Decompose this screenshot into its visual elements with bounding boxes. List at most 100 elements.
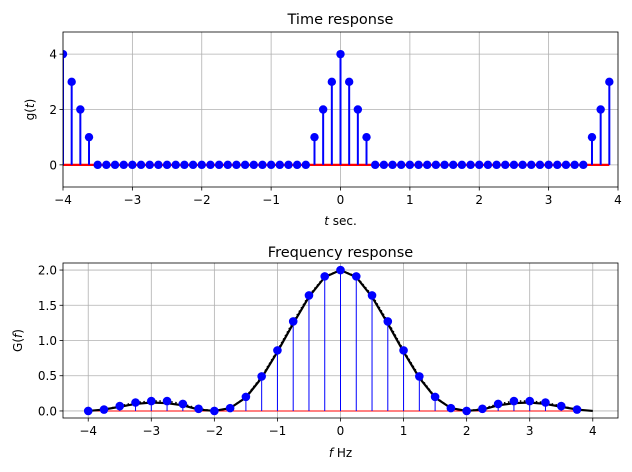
time-stem-marker bbox=[362, 132, 371, 142]
y-axis-label: G(f) bbox=[11, 329, 25, 352]
freq-stem-marker bbox=[131, 398, 140, 407]
x-tick-label: 4 bbox=[589, 424, 597, 438]
time-stem-marker bbox=[605, 77, 614, 87]
freq-stem-marker bbox=[336, 265, 345, 275]
time-stem-marker bbox=[232, 160, 241, 170]
y-tick-label: 0 bbox=[49, 158, 57, 172]
x-tick-label: −4 bbox=[79, 424, 97, 438]
time-stem-marker bbox=[449, 160, 458, 170]
time-stem-marker bbox=[301, 160, 311, 170]
time-stem-marker bbox=[483, 160, 493, 170]
time-stem-marker bbox=[501, 160, 510, 170]
x-tick-label: 3 bbox=[545, 193, 553, 207]
axis-label-variable: f bbox=[11, 332, 25, 338]
time-stem-marker bbox=[353, 105, 363, 114]
time-stem-marker bbox=[128, 160, 137, 170]
axis-label-text: Hz bbox=[333, 446, 352, 460]
axis-label-text: ) bbox=[23, 99, 37, 104]
time-stem-marker bbox=[475, 160, 484, 170]
sampled-spectrum-dotted-curve bbox=[88, 269, 578, 412]
time-stem-marker bbox=[440, 160, 449, 170]
time-stem-marker bbox=[266, 160, 276, 170]
freq-stem-marker bbox=[257, 372, 266, 381]
time-stem-marker bbox=[162, 160, 172, 170]
y-tick-label: 0.5 bbox=[38, 369, 57, 383]
time-stem-marker bbox=[84, 132, 94, 142]
freq-stem-marker bbox=[493, 399, 503, 409]
time-stem-marker bbox=[561, 160, 571, 170]
time-stem-marker bbox=[119, 160, 128, 170]
plot-area bbox=[83, 265, 593, 416]
x-tick-label: −1 bbox=[269, 424, 287, 438]
x-tick-label: 3 bbox=[526, 424, 534, 438]
time-stem-marker bbox=[397, 160, 406, 170]
time-stem-marker bbox=[492, 160, 501, 170]
freq-stem-marker bbox=[367, 291, 377, 300]
freq-stem-marker bbox=[83, 406, 93, 416]
y-tick-label: 0.0 bbox=[38, 404, 57, 418]
freq-stem-marker bbox=[99, 405, 109, 414]
time-stem-marker bbox=[206, 160, 215, 170]
freq-stem-marker bbox=[288, 317, 298, 326]
y-tick-label: 4 bbox=[49, 48, 57, 62]
time-stem-marker bbox=[93, 160, 102, 170]
time-stem-marker bbox=[136, 160, 146, 170]
axis-label-variable: t bbox=[23, 102, 37, 108]
axis-label-text: ) bbox=[11, 329, 25, 334]
y-tick-label: 2.0 bbox=[38, 264, 57, 278]
time-stem-marker bbox=[379, 160, 389, 170]
axis-label-variable: t bbox=[324, 214, 330, 228]
y-tick-label: 1.0 bbox=[38, 334, 57, 348]
freq-stem-marker bbox=[383, 317, 393, 326]
time-stem-marker bbox=[405, 160, 415, 170]
freq-stem-marker bbox=[210, 406, 219, 416]
freq-stem-marker bbox=[320, 272, 330, 281]
time-stem-marker bbox=[579, 160, 588, 170]
x-tick-label: 1 bbox=[406, 193, 414, 207]
freq-stem-marker bbox=[478, 404, 487, 414]
freq-stem-marker bbox=[556, 401, 566, 411]
time-stem-marker bbox=[76, 105, 85, 114]
chart-title: Time response bbox=[287, 12, 394, 28]
freq-stem-marker bbox=[194, 404, 203, 414]
time-stem-marker bbox=[318, 105, 328, 114]
freq-stem-marker bbox=[525, 396, 535, 406]
time-stem-marker bbox=[535, 160, 545, 170]
freq-stem-marker bbox=[273, 346, 282, 355]
x-tick-label: 1 bbox=[400, 424, 408, 438]
freq-stem-marker bbox=[446, 403, 456, 413]
freq-stem-marker bbox=[399, 346, 408, 355]
axis-label-text: sec. bbox=[329, 214, 357, 228]
y-tick-label: 2 bbox=[49, 103, 57, 117]
time-stem-marker bbox=[509, 160, 519, 170]
axis-label-text: g( bbox=[23, 108, 37, 120]
freq-stem-marker bbox=[241, 392, 251, 402]
time-stem-marker bbox=[518, 160, 527, 170]
axis-label-variable: f bbox=[329, 446, 335, 460]
x-tick-label: 4 bbox=[614, 193, 622, 207]
freq-stem-marker bbox=[146, 396, 156, 406]
time-stem-marker bbox=[587, 132, 597, 142]
time-stem-marker bbox=[171, 160, 180, 170]
time-stem-marker bbox=[63, 49, 68, 59]
x-tick-label: −1 bbox=[262, 193, 280, 207]
time-stem-marker bbox=[388, 160, 397, 170]
time-stem-marker bbox=[292, 160, 302, 170]
time-stem-marker bbox=[275, 160, 284, 170]
time-stem-marker bbox=[102, 160, 111, 170]
time-stem-marker bbox=[240, 160, 250, 170]
x-tick-label: 2 bbox=[463, 424, 471, 438]
freq-stem-marker bbox=[351, 272, 361, 281]
time-stem-marker bbox=[344, 77, 354, 87]
x-axis-label: f Hz bbox=[329, 446, 352, 460]
freq-stem-marker bbox=[304, 291, 314, 300]
freq-stem-marker bbox=[178, 399, 188, 409]
freq-stem-marker bbox=[509, 396, 519, 406]
x-tick-label: 0 bbox=[337, 424, 345, 438]
time-stem-marker bbox=[553, 160, 562, 170]
freq-stem-marker bbox=[430, 392, 440, 402]
x-tick-label: −3 bbox=[124, 193, 142, 207]
time-stem-marker bbox=[370, 160, 380, 170]
